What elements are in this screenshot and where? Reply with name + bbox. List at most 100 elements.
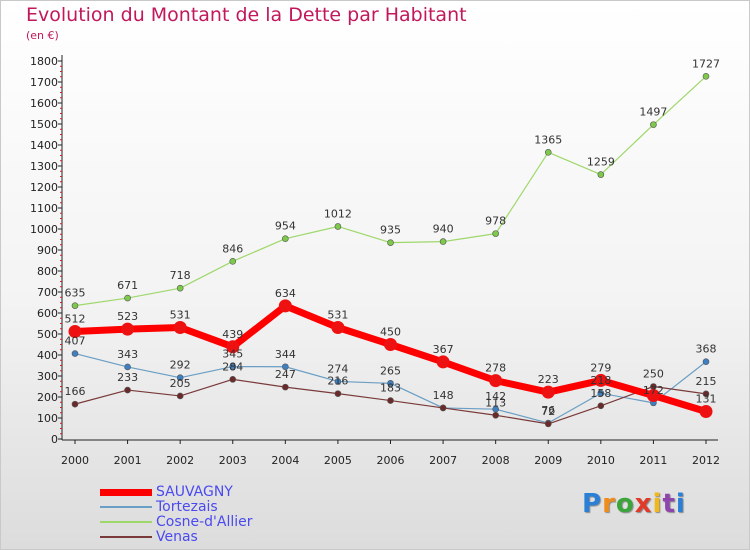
data-label: 1497 — [639, 106, 667, 119]
data-label: 940 — [433, 223, 454, 236]
brand-letter: x — [634, 489, 653, 519]
y-tick-label: 500 — [37, 328, 58, 341]
data-label: 72 — [541, 405, 555, 418]
data-point — [597, 389, 605, 397]
x-tick-label: 2011 — [639, 454, 667, 467]
chart-series — [68, 73, 713, 428]
data-label: 367 — [433, 343, 454, 356]
y-tick-label: 1200 — [30, 181, 58, 194]
data-point — [173, 320, 187, 334]
data-point — [229, 363, 237, 370]
y-tick-label: 1800 — [30, 55, 58, 68]
data-label: 345 — [222, 348, 243, 361]
brand-letter: t — [662, 489, 676, 519]
data-label: 635 — [65, 287, 86, 300]
data-label: 531 — [327, 308, 348, 321]
x-tick-label: 2005 — [324, 454, 352, 467]
data-point — [334, 378, 342, 385]
data-label: 233 — [117, 371, 138, 384]
data-labels: 512 523 531 439 634 531 450 367 278 223 279 131 407 3… — [65, 57, 721, 418]
data-point — [278, 299, 292, 313]
data-point — [226, 340, 240, 354]
data-point — [699, 404, 713, 418]
brand-letter: P — [582, 489, 603, 519]
data-point — [492, 230, 499, 237]
data-label: 142 — [485, 390, 506, 403]
y-tick-label: 200 — [37, 391, 58, 404]
brand-letter: r — [602, 489, 616, 519]
data-point — [597, 402, 605, 410]
data-point — [541, 385, 555, 399]
legend-swatch — [100, 488, 152, 496]
x-tick-label: 2010 — [587, 454, 615, 467]
data-label: 1365 — [534, 133, 562, 146]
x-tick-label: 2012 — [692, 454, 720, 467]
data-point — [492, 411, 499, 419]
data-label: 158 — [590, 387, 611, 400]
data-point — [489, 374, 503, 388]
data-label: 531 — [170, 308, 191, 321]
data-label: 954 — [275, 220, 296, 233]
data-label: 166 — [65, 385, 86, 398]
data-label: 292 — [170, 359, 191, 372]
data-label: 274 — [327, 362, 348, 375]
data-label: 215 — [696, 375, 717, 388]
data-point — [702, 73, 710, 80]
data-label: 278 — [485, 362, 506, 375]
data-point — [282, 383, 289, 391]
data-point — [702, 358, 710, 366]
legend-swatch — [100, 536, 152, 538]
data-label: 407 — [65, 335, 86, 348]
data-label: 1727 — [692, 57, 720, 70]
y-tick-label: 400 — [37, 349, 58, 362]
data-point — [646, 389, 660, 403]
data-point — [387, 397, 394, 404]
data-point — [594, 373, 608, 387]
data-label: 978 — [485, 215, 506, 228]
data-label: 368 — [696, 343, 717, 356]
y-tick-label: 1000 — [30, 223, 58, 236]
data-label: 343 — [117, 348, 138, 361]
legend-label: Venas — [156, 529, 198, 545]
data-point — [229, 258, 237, 265]
y-tick-label: 800 — [37, 265, 58, 278]
data-point — [597, 171, 605, 178]
x-tick-label: 2009 — [534, 454, 562, 467]
data-point — [387, 380, 394, 387]
data-point — [334, 223, 342, 230]
y-tick-label: 700 — [37, 286, 58, 299]
data-point — [176, 284, 184, 292]
data-label: 450 — [380, 326, 401, 339]
y-tick-label: 900 — [37, 244, 58, 257]
data-label: 205 — [170, 377, 191, 390]
y-tick-label: 1400 — [30, 139, 58, 152]
brand-logo: Proxiti — [582, 489, 686, 519]
data-label: 76 — [541, 404, 555, 417]
data-point — [702, 390, 710, 398]
x-tick-label: 2001 — [114, 454, 142, 467]
legend-label: Tortezais — [156, 499, 218, 515]
data-label: 216 — [327, 375, 348, 388]
data-label: 265 — [380, 364, 401, 377]
data-point — [71, 400, 79, 408]
x-tick-label: 2002 — [166, 454, 194, 467]
data-label: 718 — [170, 269, 191, 282]
legend-label: Cosne-d'Allier — [156, 514, 253, 530]
legend-label: SAUVAGNY — [156, 484, 233, 500]
data-label: 512 — [65, 312, 86, 325]
data-label: 131 — [696, 392, 717, 405]
data-point — [650, 121, 657, 128]
data-label: 1259 — [587, 156, 615, 169]
brand-letter: i — [675, 489, 686, 519]
data-label: 247 — [275, 368, 296, 381]
data-point — [439, 404, 447, 412]
chart-title: Evolution du Montant de la Dette par Hab… — [26, 4, 467, 26]
data-point — [282, 363, 289, 371]
brand-letter: i — [652, 489, 663, 519]
data-point — [121, 322, 135, 336]
legend-swatch — [100, 506, 152, 508]
data-point — [544, 149, 552, 156]
data-point — [282, 235, 289, 242]
data-label: 172 — [643, 384, 664, 397]
